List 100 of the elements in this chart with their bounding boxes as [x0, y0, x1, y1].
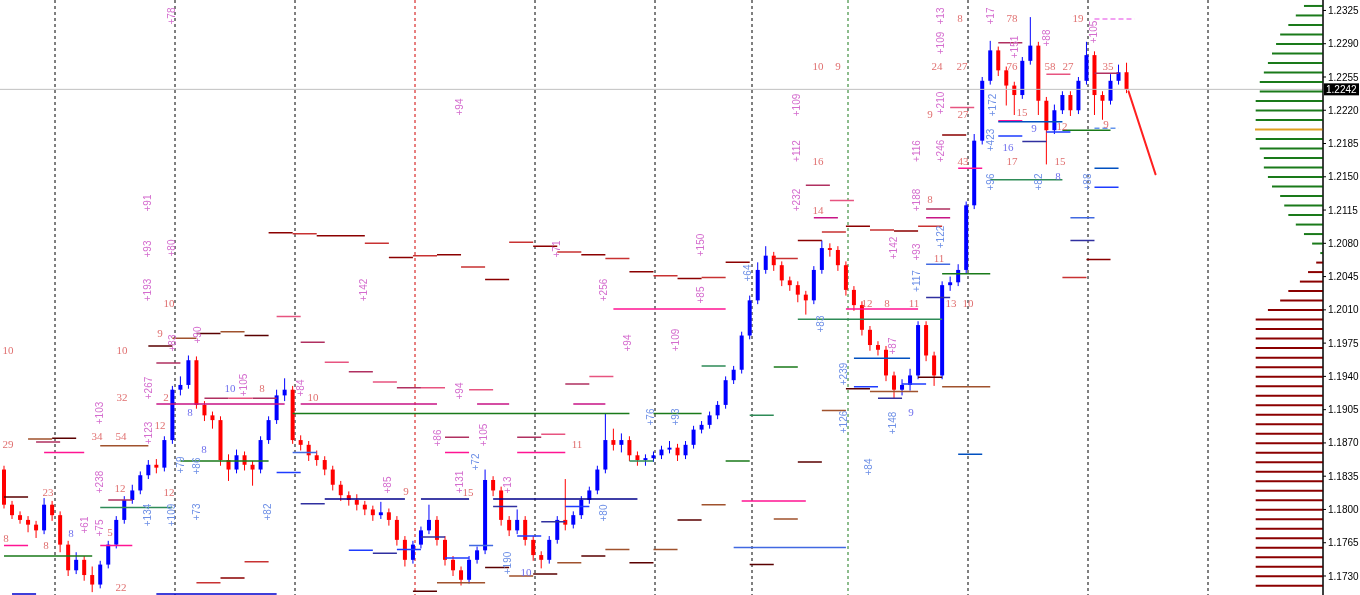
bar [1255, 366, 1323, 369]
candlestick [330, 465, 335, 491]
annotation: +105 [477, 423, 489, 447]
bar [1288, 23, 1323, 26]
annotation: 2 [163, 391, 169, 403]
bar [1255, 527, 1323, 530]
y-tick-label: 1.1940 [1328, 370, 1360, 382]
candlestick [1060, 90, 1065, 115]
bar [1284, 204, 1323, 207]
candlestick [835, 245, 840, 272]
candlestick [202, 400, 207, 422]
annotation: 12 [861, 297, 873, 309]
candlestick [827, 242, 832, 258]
candlestick [402, 535, 407, 567]
annotation: 11 [933, 252, 945, 264]
annotation: +150 [694, 233, 706, 257]
annotation: +193 [141, 278, 153, 302]
bar [1272, 185, 1323, 188]
annotation: +148 [886, 411, 898, 435]
annotation: +142 [887, 236, 899, 260]
annotation: +151 [1008, 35, 1020, 59]
bar [1303, 4, 1323, 7]
candlestick [386, 508, 391, 527]
annotation: 27 [956, 60, 968, 72]
annotation: 43 [957, 155, 969, 167]
annotation: +82 [1032, 173, 1044, 191]
annotation: +116 [910, 139, 922, 162]
annotation: 8 [187, 406, 194, 418]
bar [1255, 404, 1323, 407]
annotation: 29 [2, 438, 14, 450]
y-tick-label: 1.2255 [1328, 71, 1360, 83]
candlestick [779, 260, 784, 287]
y-tick-label: 1.1730 [1328, 570, 1360, 582]
annotation: +117 [910, 269, 922, 292]
annotation: 12 [163, 486, 175, 498]
annotation: +103 [93, 401, 105, 425]
annotation: 9 [927, 108, 934, 120]
bar [1255, 565, 1323, 568]
annotation: 34 [91, 430, 103, 442]
candlestick [1116, 64, 1121, 86]
bar [1255, 518, 1323, 521]
candlestick [731, 365, 736, 385]
y-tick-label: 1.2080 [1328, 237, 1360, 249]
candlestick [875, 340, 880, 356]
bar [1259, 90, 1323, 93]
annotation: 9 [908, 406, 915, 418]
annotation: +109 [790, 93, 802, 117]
candlestick [691, 425, 696, 450]
y-tick-label: 1.1905 [1328, 404, 1360, 416]
y-tick-label: 1.1765 [1328, 537, 1360, 549]
annotation: 15 [1016, 106, 1028, 118]
annotation: +93 [669, 408, 681, 426]
annotation: 13 [945, 297, 957, 309]
annotation: +190 [501, 551, 513, 575]
bar [1255, 423, 1323, 426]
annotation: +87 [886, 337, 898, 355]
annotation: 76 [1006, 60, 1018, 72]
candlestick [90, 565, 95, 593]
annotation: 8 [201, 443, 208, 455]
annotation: +84 [862, 458, 874, 476]
annotation: +82 [261, 503, 273, 521]
annotation: +93 [141, 240, 153, 258]
annotation: 9 [1103, 118, 1110, 130]
y-tick-label: 1.2045 [1328, 271, 1360, 283]
bar [1255, 128, 1323, 131]
annotation: +105 [237, 373, 249, 397]
candlestick [627, 435, 632, 462]
bar [1263, 71, 1323, 74]
annotation: 78 [1006, 12, 1018, 24]
candlestick [82, 555, 87, 582]
annotation: +134 [141, 503, 153, 527]
bar [1255, 480, 1323, 483]
annotation: +96 [984, 173, 996, 191]
annotation: +94 [621, 334, 633, 352]
bar [1255, 100, 1323, 102]
annotation: 11 [571, 438, 583, 450]
bar [1303, 233, 1323, 236]
candlestick [178, 375, 183, 396]
bar [1255, 546, 1323, 549]
annotation: 10 [163, 297, 175, 309]
annotation: +86 [431, 429, 443, 447]
candlestick [1004, 66, 1009, 106]
bar [1280, 195, 1323, 198]
bar [1259, 147, 1323, 150]
candlestick [715, 400, 720, 420]
annotation: +84 [294, 379, 306, 397]
candlestick [900, 378, 905, 396]
annotation: 27 [1062, 60, 1074, 72]
bar [1255, 489, 1323, 492]
bar [1255, 347, 1323, 350]
annotation: 10 [224, 382, 236, 394]
bar [1255, 499, 1323, 502]
candlestick [956, 263, 961, 287]
annotation: 22 [115, 581, 127, 593]
annotation: +109 [669, 328, 681, 352]
annotation: +239 [837, 362, 849, 386]
annotation: +123 [142, 421, 154, 445]
candlestick [146, 459, 151, 480]
y-tick-label: 1.2290 [1328, 38, 1360, 50]
annotation: +142 [357, 278, 369, 302]
